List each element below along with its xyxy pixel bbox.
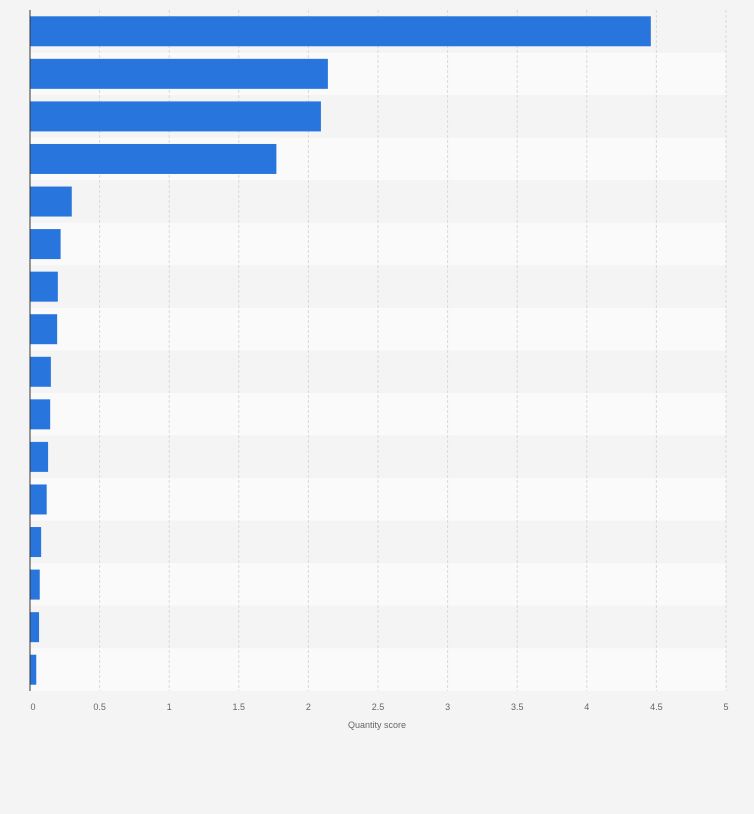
x-axis-label: Quantity score [348,720,406,730]
bars [30,16,651,685]
row-band [30,393,726,436]
gridlines [99,10,727,691]
x-tick-label: 3.5 [511,702,524,712]
row-band [30,222,726,266]
x-tick-label: 2 [306,702,311,712]
x-tick-label: 3 [445,702,450,712]
x-tick-label: 4.5 [650,702,663,712]
bar[interactable] [30,399,51,430]
row-band [30,478,726,521]
bar[interactable] [30,484,47,515]
bar[interactable] [30,314,58,345]
bar[interactable] [30,441,49,472]
bar[interactable] [30,654,37,685]
bar[interactable] [30,569,40,600]
bar[interactable] [30,527,42,558]
bar[interactable] [30,186,72,217]
row-band [30,563,726,606]
x-tick-label: 1 [167,702,172,712]
row-band [30,307,726,351]
x-tick-label: 1.5 [233,702,246,712]
bar[interactable] [30,101,321,132]
bar[interactable] [30,612,40,643]
x-tick-label: 0.5 [93,702,106,712]
x-tick-label: 5 [723,702,728,712]
bar[interactable] [30,58,328,89]
x-tick-label: 4 [584,702,589,712]
bar[interactable] [30,356,51,387]
bar[interactable] [30,143,277,174]
x-tick-labels: 0 0.5 1 1.5 2 2.5 3 3.5 4 4.5 5 [30,702,728,712]
bar[interactable] [30,229,61,260]
bar[interactable] [30,16,651,47]
bar[interactable] [30,271,58,302]
row-band [30,648,726,691]
x-tick-label: 2.5 [372,702,385,712]
x-tick-label: 0 [30,702,35,712]
